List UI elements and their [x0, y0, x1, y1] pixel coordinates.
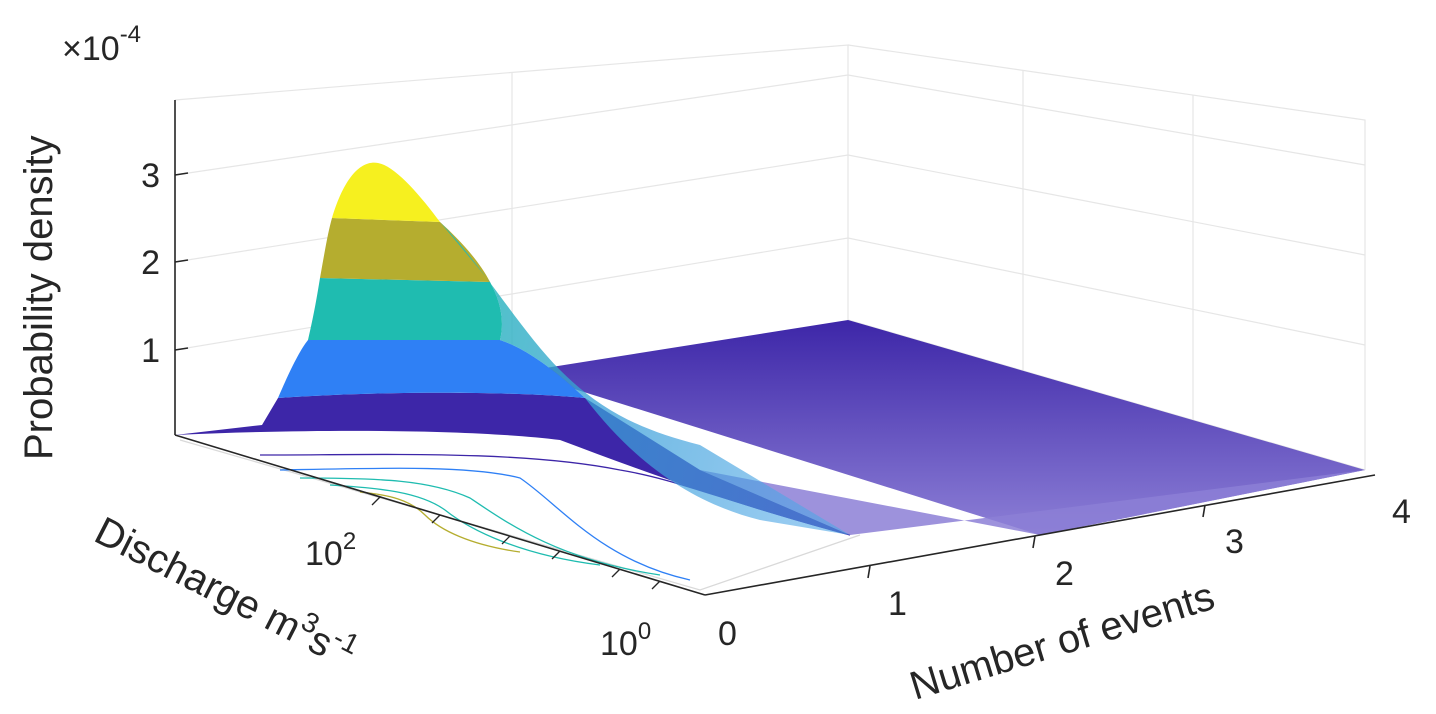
surface-peak: [175, 162, 850, 535]
x-tick-label-4: 4: [1392, 493, 1411, 531]
z-tick-3: [174, 172, 189, 176]
band-2: [308, 278, 502, 340]
x-axis-line: [704, 474, 1376, 596]
gridline-back-3: [174, 74, 1366, 176]
z-tick-2: [174, 259, 189, 263]
exponent-power: -4: [120, 21, 141, 48]
z-tick-label-2: 2: [141, 244, 160, 282]
band-0: [175, 392, 850, 535]
band-3: [320, 218, 490, 282]
exponent-label: ×10-4: [62, 21, 141, 68]
x-ticks: [867, 504, 1206, 579]
y-axis-label: Discharge m3s-1: [88, 503, 365, 677]
z-tick-label-3: 3: [141, 157, 160, 195]
x-tick-label-2: 2: [1055, 555, 1074, 593]
band-1: [278, 340, 585, 398]
z-ticks: [174, 172, 189, 351]
x-tick-label-3: 3: [1225, 523, 1244, 561]
z-tick-label-1: 1: [141, 332, 160, 370]
surface-plateau: [520, 320, 1365, 535]
y-ticks: [371, 496, 661, 590]
surface-plateau-front: [700, 470, 1365, 535]
y-tick-label-0: 100: [600, 618, 651, 663]
x-axis-label: Number of events: [905, 574, 1220, 708]
band-4: [332, 162, 440, 222]
z-tick-1: [174, 347, 189, 351]
x-tick-label-0: 0: [718, 615, 737, 653]
x-tick-label-1: 1: [888, 585, 907, 623]
z-axis-label: Probability density: [17, 135, 61, 460]
exponent-base: ×10: [62, 30, 120, 68]
y-tick-label-2: 102: [305, 528, 356, 573]
svg-text:×10-4: ×10-4: [62, 21, 141, 68]
